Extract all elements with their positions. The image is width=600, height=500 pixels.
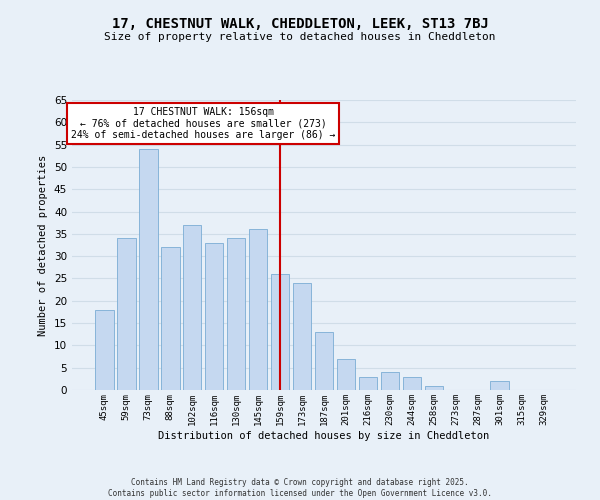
X-axis label: Distribution of detached houses by size in Cheddleton: Distribution of detached houses by size … [158,430,490,440]
Bar [380,372,399,390]
Bar [425,386,443,390]
Bar [490,381,509,390]
Text: 17, CHESTNUT WALK, CHEDDLETON, LEEK, ST13 7BJ: 17, CHESTNUT WALK, CHEDDLETON, LEEK, ST1… [112,18,488,32]
Bar [337,359,355,390]
Bar [227,238,245,390]
Bar [183,225,202,390]
Bar [117,238,136,390]
Bar [161,247,179,390]
Bar [359,376,377,390]
Text: Contains HM Land Registry data © Crown copyright and database right 2025.
Contai: Contains HM Land Registry data © Crown c… [108,478,492,498]
Text: 17 CHESTNUT WALK: 156sqm
← 76% of detached houses are smaller (273)
24% of semi-: 17 CHESTNUT WALK: 156sqm ← 76% of detach… [71,106,335,140]
Bar [95,310,113,390]
Bar [139,149,158,390]
Bar [314,332,334,390]
Bar [271,274,289,390]
Y-axis label: Number of detached properties: Number of detached properties [38,154,49,336]
Bar [249,230,268,390]
Bar [205,243,223,390]
Bar [403,376,421,390]
Text: Size of property relative to detached houses in Cheddleton: Size of property relative to detached ho… [104,32,496,42]
Bar [293,283,311,390]
